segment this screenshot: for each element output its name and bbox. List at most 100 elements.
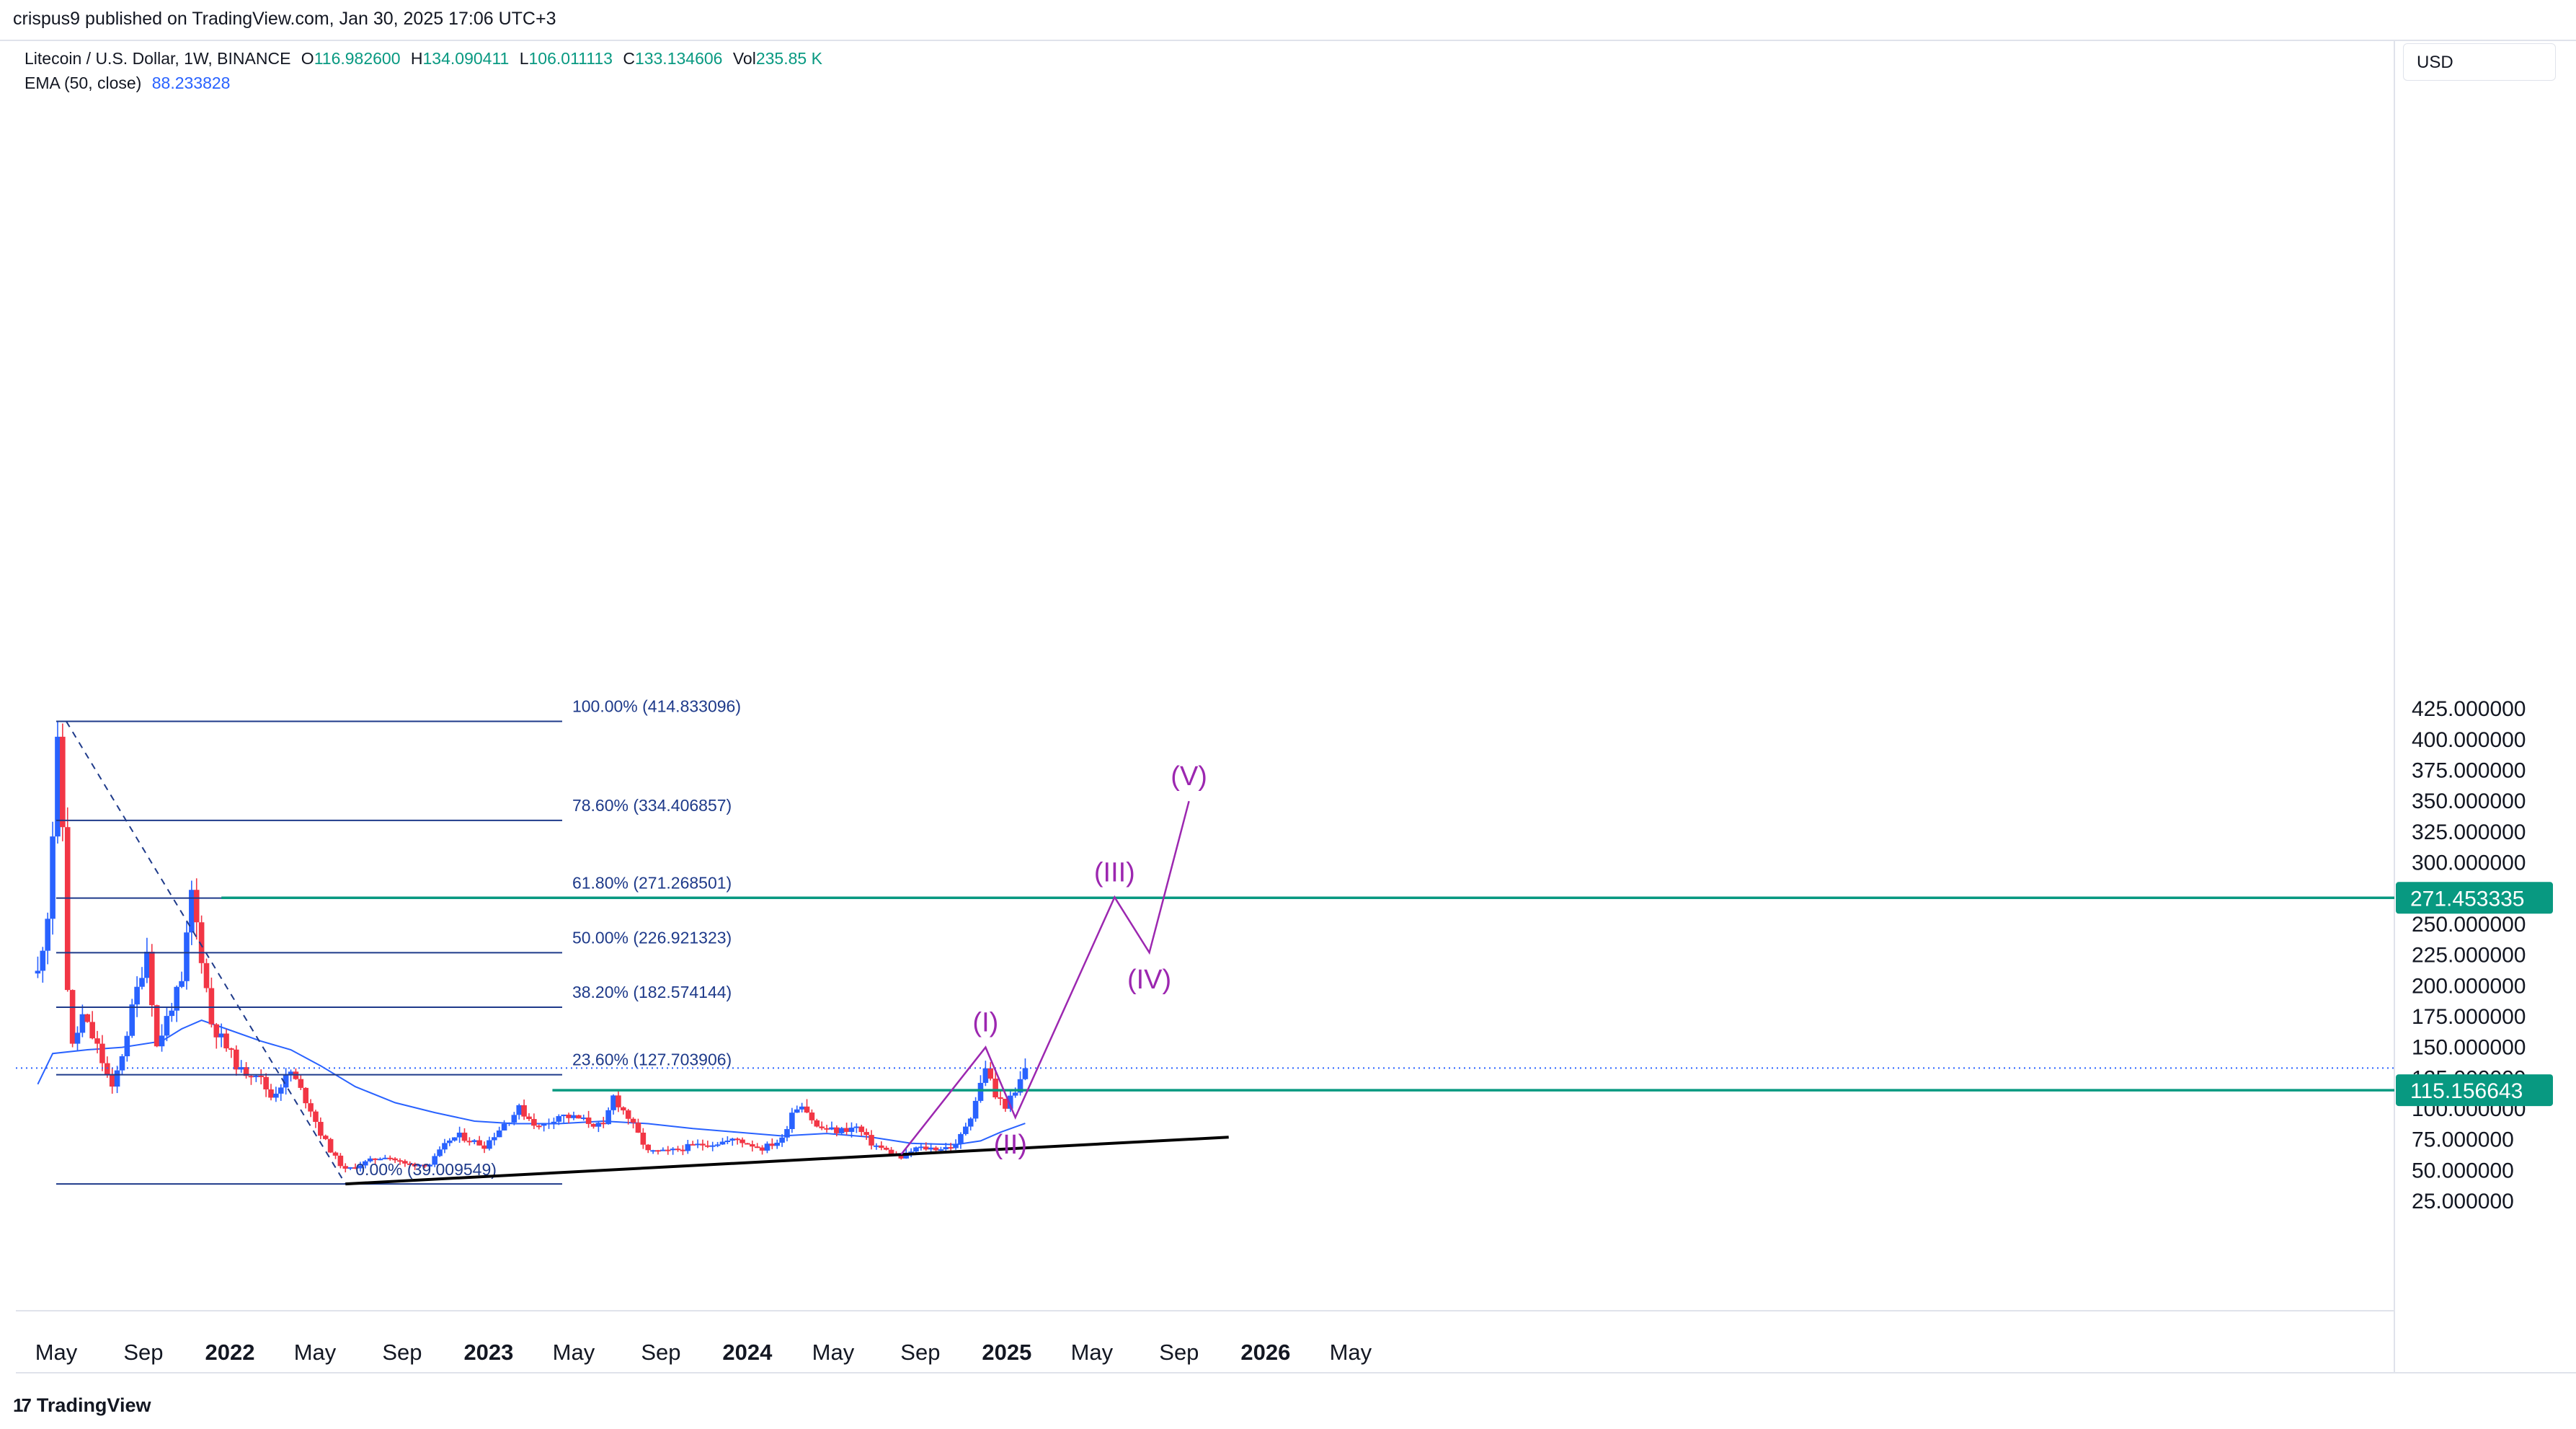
candle: [99, 1035, 105, 1071]
y-tick-label: 150.000000: [2412, 1036, 2526, 1060]
candle-body: [382, 1157, 388, 1159]
price-badge: [2396, 882, 2553, 914]
candle: [74, 1026, 81, 1050]
candle-body: [322, 1136, 329, 1139]
candle: [943, 1143, 949, 1152]
candle: [848, 1122, 855, 1138]
candle-body: [1003, 1098, 1008, 1109]
candle: [134, 976, 140, 1017]
candle: [387, 1155, 394, 1161]
candles-layer: [35, 721, 1029, 1173]
elliott-wave-projection[interactable]: (I) (II) (III) (IV) (V): [900, 761, 1207, 1160]
candle-body: [680, 1149, 686, 1151]
candle-body: [779, 1137, 785, 1143]
candle-body: [874, 1145, 879, 1147]
candle: [69, 989, 76, 1048]
currency-selector[interactable]: USD: [2403, 43, 2556, 81]
candle: [40, 947, 46, 983]
ascending-trendline[interactable]: [345, 1136, 1229, 1186]
candle: [164, 1007, 170, 1042]
candle-body: [461, 1132, 468, 1141]
candle: [774, 1139, 781, 1149]
candle-body: [243, 1067, 249, 1076]
candle: [55, 721, 61, 844]
candle-body: [848, 1128, 855, 1132]
candle-body: [481, 1145, 487, 1149]
x-tick-label: 2022: [205, 1340, 254, 1365]
candle: [794, 1105, 800, 1113]
tradingview-logo[interactable]: 17 TradingView: [13, 1394, 151, 1417]
candle-body: [471, 1140, 478, 1142]
candle-body: [749, 1144, 755, 1147]
legend-ohlc-row: Litecoin / U.S. Dollar, 1W, BINANCE O116…: [25, 49, 828, 68]
candle-body: [605, 1110, 611, 1125]
candle: [799, 1102, 805, 1112]
y-tick-label: 200.000000: [2412, 974, 2526, 998]
candle: [144, 937, 150, 983]
candle-body: [234, 1049, 239, 1070]
legend-open-label: O: [301, 49, 314, 68]
candle: [883, 1146, 889, 1151]
price-axis[interactable]: 25.00000050.00000075.000000100.000000125…: [2412, 697, 2526, 1213]
candle: [263, 1073, 269, 1097]
time-axis[interactable]: May Sep 2022 May Sep 2023 May Sep 2024 May Sep 2025…: [35, 1340, 1372, 1365]
x-tick-label: Sep: [900, 1340, 940, 1365]
candle-body: [972, 1100, 979, 1119]
candle-body: [526, 1116, 532, 1120]
y-tick-label: 325.000000: [2412, 820, 2526, 844]
price-axis-badges: 271.453335 115.156643: [2396, 882, 2553, 1107]
legend-close-label: C: [623, 49, 635, 68]
candle: [685, 1139, 691, 1154]
candle-body: [610, 1095, 616, 1110]
candle: [501, 1120, 507, 1131]
candle-body: [745, 1143, 750, 1145]
candle: [402, 1159, 408, 1167]
y-tick-label: 50.000000: [2412, 1159, 2514, 1182]
candle: [923, 1142, 929, 1151]
ema-layer: [37, 1019, 1026, 1146]
candle: [184, 921, 190, 990]
candle: [258, 1069, 265, 1084]
candle: [918, 1143, 924, 1151]
candle-body: [804, 1106, 810, 1113]
elliott-wave-label: (V): [1171, 761, 1207, 792]
candle: [363, 1159, 368, 1169]
candle-body: [208, 988, 215, 1025]
candle: [208, 977, 215, 1028]
candle-body: [600, 1123, 607, 1125]
y-tick-label: 425.000000: [2412, 697, 2526, 721]
candle-body: [590, 1123, 597, 1127]
candle: [695, 1139, 701, 1149]
candle-body: [759, 1147, 765, 1151]
candle: [327, 1137, 334, 1154]
candle: [342, 1163, 349, 1173]
candle-body: [139, 978, 145, 987]
candle: [640, 1128, 647, 1149]
candle-body: [427, 1164, 433, 1167]
candle: [600, 1117, 607, 1128]
candle: [277, 1084, 284, 1101]
horizontal-levels[interactable]: [16, 896, 2394, 1092]
candle-body: [466, 1141, 473, 1143]
trendline-layer[interactable]: [345, 1136, 1229, 1186]
candle-body: [94, 1038, 100, 1044]
candle-body: [908, 1151, 914, 1154]
elliott-wave-path[interactable]: [900, 800, 1190, 1155]
candle: [536, 1124, 542, 1130]
candle: [179, 971, 185, 988]
candle-body: [432, 1156, 438, 1165]
candle-body: [64, 827, 71, 991]
fibonacci-retracement[interactable]: 100.00% (414.833096) 78.60% (334.406857) 6…: [55, 697, 741, 1185]
candle-body: [263, 1076, 269, 1089]
fib-diagonal: [66, 721, 347, 1185]
candle-body: [546, 1123, 552, 1125]
candle-body: [332, 1152, 339, 1156]
x-tick-label: May: [294, 1340, 337, 1365]
candle-body: [169, 1010, 175, 1017]
candle: [675, 1146, 681, 1152]
y-tick-label: 25.000000: [2412, 1190, 2514, 1213]
legend-vol-label: Vol: [732, 49, 756, 68]
candle: [858, 1125, 865, 1136]
candle: [79, 1004, 86, 1038]
